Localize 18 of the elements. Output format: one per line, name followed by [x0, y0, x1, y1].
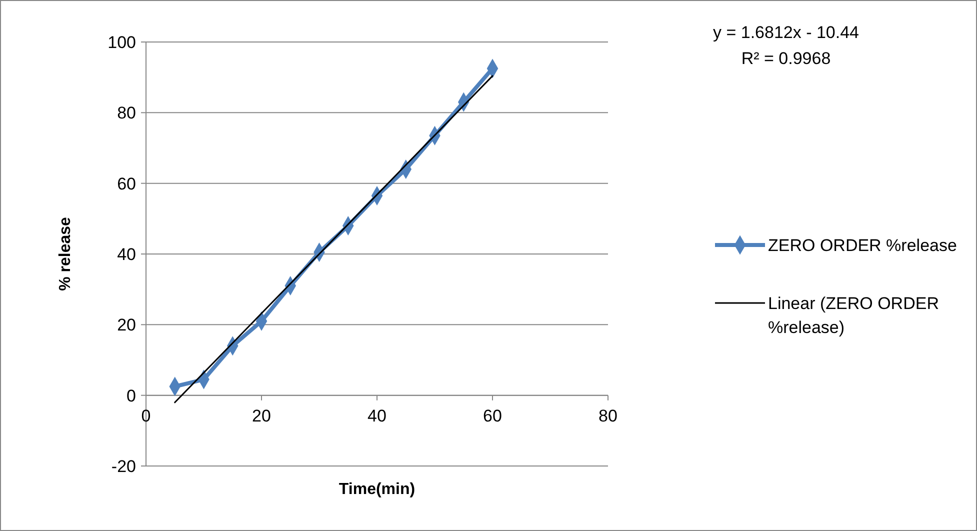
- y-tick-label: -20: [111, 456, 136, 476]
- y-axis-title: % release: [57, 216, 74, 291]
- y-tick-label: 40: [117, 244, 136, 264]
- text: y = 1.6812x - 10.44: [712, 23, 860, 42]
- legend-label: Linear (ZERO ORDER %release): [768, 294, 939, 337]
- x-tick-label: 60: [483, 406, 502, 426]
- x-tick-label: 0: [141, 406, 151, 426]
- x-tick-label: 80: [598, 406, 618, 426]
- y-tick-label: 100: [108, 32, 136, 52]
- text: R² = 0.9968: [741, 49, 831, 68]
- y-tick-label: 60: [117, 174, 136, 194]
- x-axis-title: Time(min): [338, 481, 416, 498]
- legend-label: ZERO ORDER %release: [768, 236, 957, 255]
- x-tick-label: 40: [368, 406, 386, 426]
- x-tick-label: 20: [252, 406, 271, 426]
- y-tick-label: 80: [117, 104, 136, 123]
- y-tick-label: 0: [126, 386, 136, 406]
- y-tick-label: 20: [117, 316, 136, 335]
